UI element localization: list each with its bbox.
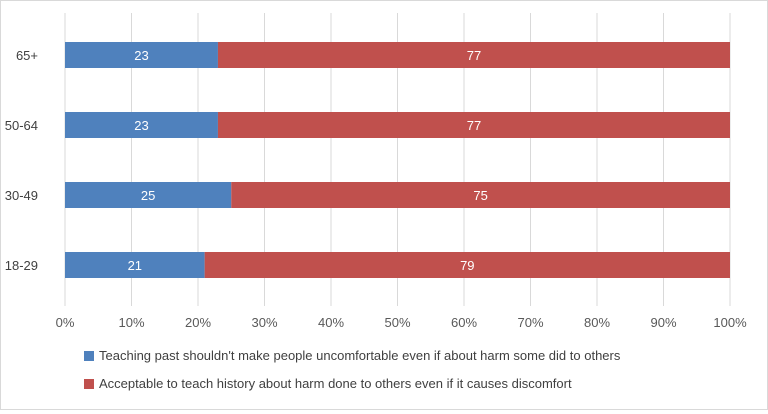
labels: 0% 10% 20% 30% 40% 50% 60% 70% 80% 90% 100% 23 77 65+…: [5, 48, 747, 330]
data-label: 23: [134, 48, 148, 63]
bar-segment-uncomfortable: [65, 112, 218, 138]
x-tick-label: 40%: [318, 315, 344, 330]
category-label: 50-64: [5, 118, 38, 133]
legend-label: Acceptable to teach history about harm d…: [99, 376, 572, 391]
bar-segment-uncomfortable: [65, 182, 232, 208]
data-label: 21: [128, 258, 142, 273]
bar-segment-acceptable: [217, 112, 730, 138]
bar-segment-uncomfortable: [65, 252, 205, 278]
x-tick-label: 70%: [517, 315, 543, 330]
x-tick-label: 20%: [185, 315, 211, 330]
x-tick-label: 100%: [713, 315, 747, 330]
x-tick-label: 30%: [251, 315, 277, 330]
data-label: 77: [467, 118, 481, 133]
x-tick-label: 60%: [451, 315, 477, 330]
data-label: 75: [473, 188, 487, 203]
category-label: 65+: [16, 48, 38, 63]
bar-segment-acceptable: [217, 42, 730, 68]
data-label: 23: [134, 118, 148, 133]
category-label: 30-49: [5, 188, 38, 203]
legend: Teaching past shouldn't make people unco…: [84, 348, 621, 391]
category-label: 18-29: [5, 258, 38, 273]
legend-swatch: [84, 351, 94, 361]
x-tick-label: 0%: [56, 315, 75, 330]
x-tick-label: 80%: [584, 315, 610, 330]
bar-segment-acceptable: [231, 182, 730, 208]
bar-segment-acceptable: [204, 252, 730, 278]
legend-swatch: [84, 379, 94, 389]
x-tick-label: 90%: [650, 315, 676, 330]
legend-label: Teaching past shouldn't make people unco…: [99, 348, 621, 363]
data-label: 77: [467, 48, 481, 63]
data-label: 79: [460, 258, 474, 273]
bars: [65, 42, 730, 278]
x-tick-label: 50%: [384, 315, 410, 330]
bar-segment-uncomfortable: [65, 42, 218, 68]
data-label: 25: [141, 188, 155, 203]
x-tick-label: 10%: [118, 315, 144, 330]
